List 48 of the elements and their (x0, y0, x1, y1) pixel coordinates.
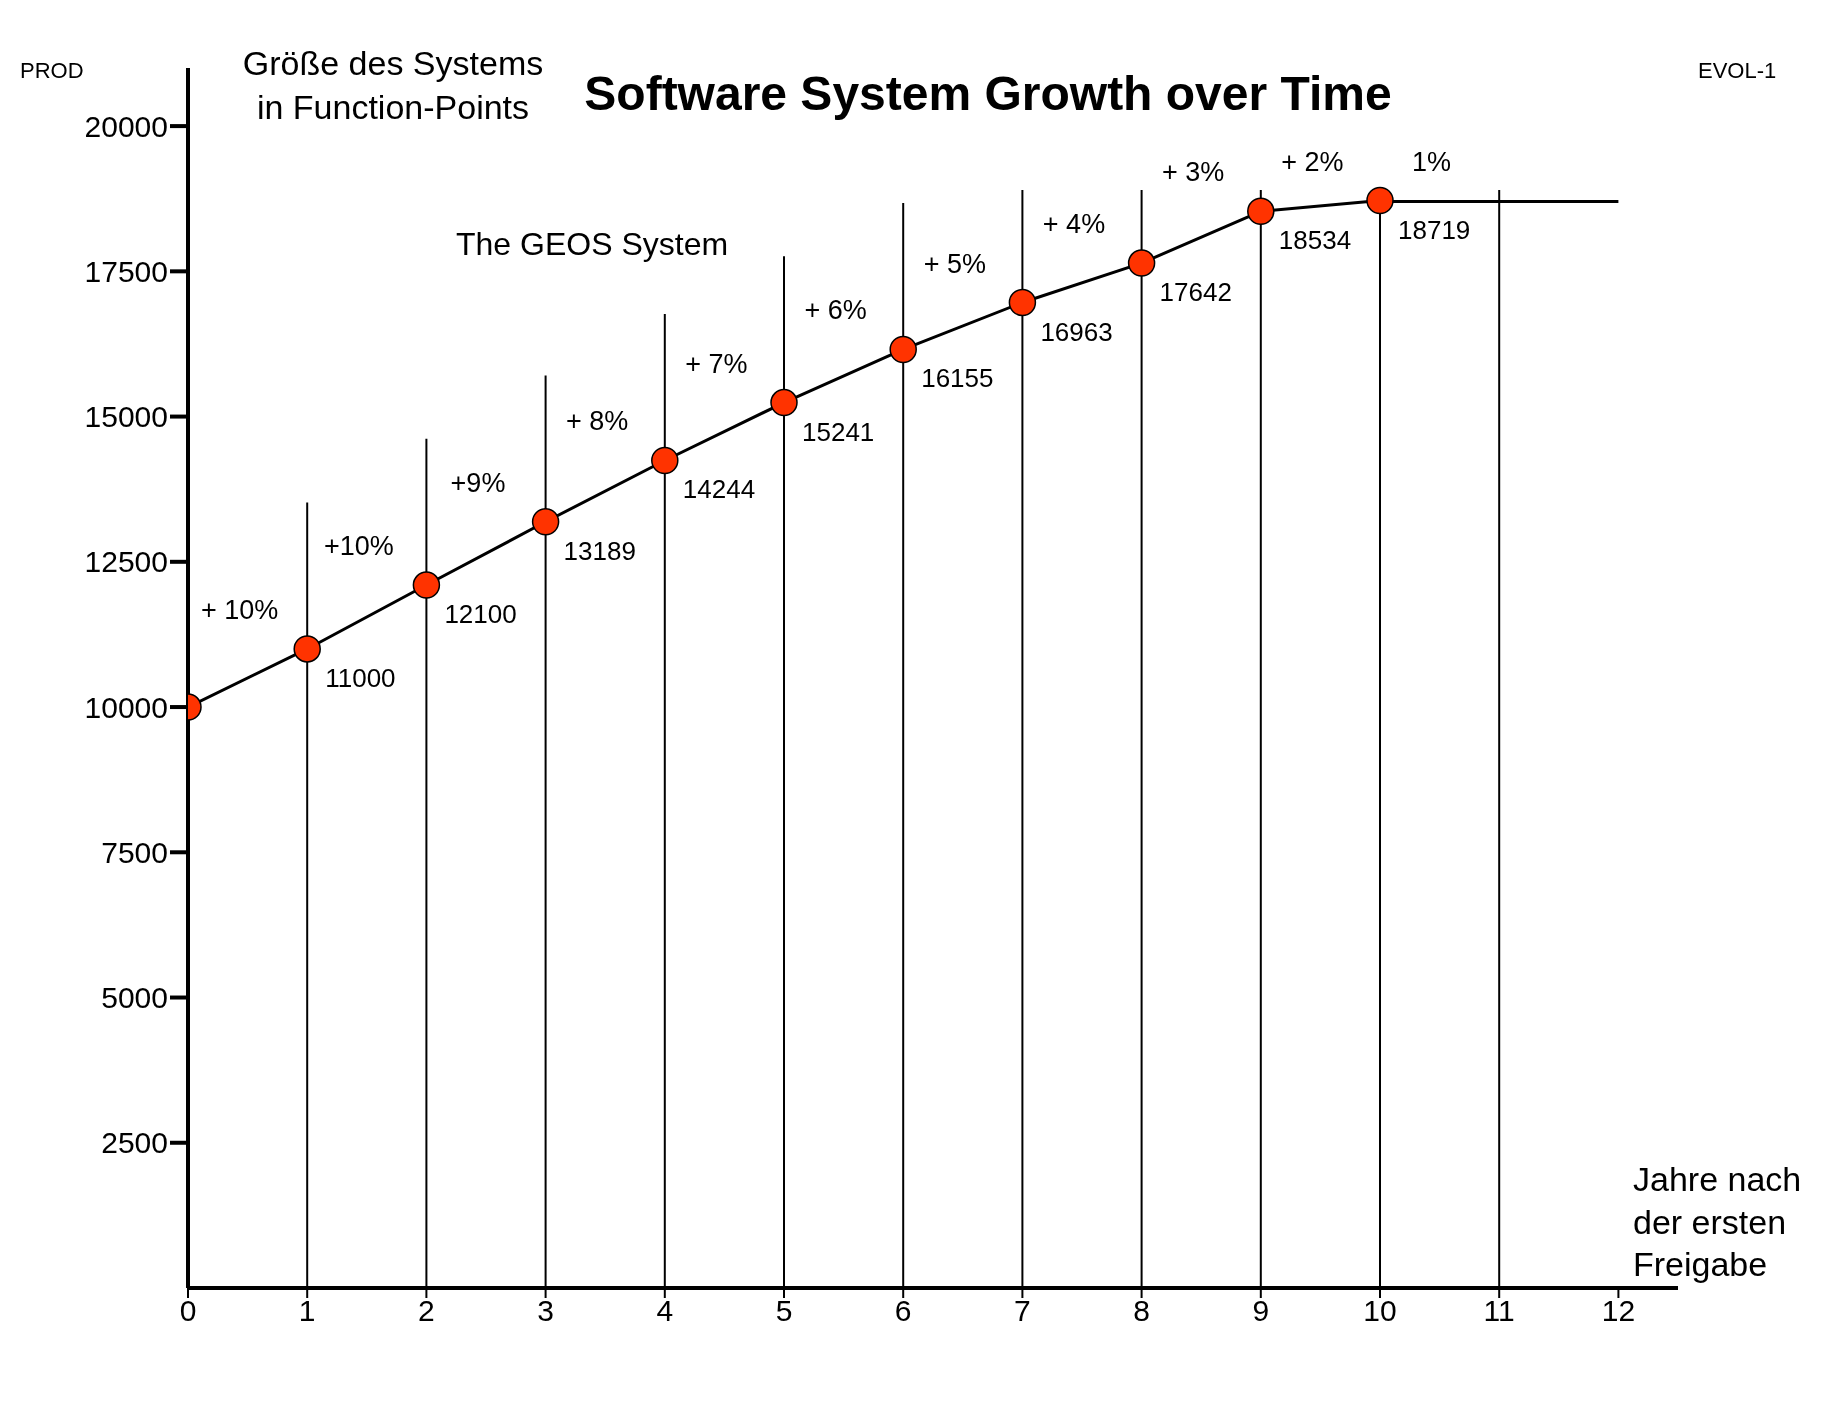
x-tick-label: 6 (894, 1294, 912, 1328)
y-tick-label: 2500 (101, 1126, 168, 1160)
y-tick-label: 15000 (84, 400, 168, 434)
data-label: 13189 (563, 535, 636, 566)
annotation: + 4% (1042, 209, 1106, 240)
annotation: +9% (450, 467, 506, 498)
y-tick-label: 5000 (101, 981, 168, 1015)
y-tick-label: 12500 (84, 545, 168, 579)
data-label: 18534 (1278, 225, 1352, 256)
annotation: + 6% (804, 295, 867, 326)
annotation: The GEOS System (456, 226, 729, 263)
chart-title: Software System Growth over Time (583, 66, 1393, 121)
y-tick-label: 20000 (84, 109, 168, 143)
data-label: 15241 (802, 416, 875, 447)
data-label: 18719 (1398, 214, 1471, 245)
annotation: + 7% (685, 348, 748, 379)
x-tick-label: 12 (1601, 1294, 1636, 1328)
x-tick-label: 7 (1014, 1294, 1031, 1328)
data-label: 17642 (1159, 277, 1232, 308)
x-tick-label: 0 (179, 1294, 197, 1328)
x-tick-label: 1 (298, 1294, 316, 1328)
annotation: + 8% (566, 406, 629, 437)
data-label: 16963 (1040, 316, 1113, 347)
data-label: 16155 (921, 363, 994, 394)
text: EVOL-1 (1698, 58, 1777, 84)
data-label: 12100 (444, 599, 517, 630)
annotation: +10% (323, 531, 394, 562)
x-axis-title: Jahre nach der ersten Freigabe (1633, 1159, 1802, 1285)
x-tick-label: 11 (1483, 1294, 1515, 1328)
x-tick-label: 5 (775, 1294, 793, 1328)
annotation: + 3% (1162, 157, 1225, 188)
annotation: + 5% (923, 248, 986, 279)
x-tick-label: 10 (1363, 1294, 1397, 1328)
data-label: 14244 (682, 474, 756, 505)
x-tick-label: 3 (537, 1294, 554, 1328)
annotation: 1% (1412, 146, 1452, 177)
text: PROD (20, 58, 84, 84)
x-tick-label: 2 (418, 1294, 435, 1328)
y-tick-label: 7500 (101, 835, 168, 869)
y-axis-title: Größe des Systems in Function-Points (241, 44, 545, 127)
x-tick-label: 8 (1133, 1294, 1150, 1328)
x-tick-label: 9 (1252, 1294, 1270, 1328)
x-tick-label: 4 (656, 1294, 674, 1328)
data-label: 11000 (325, 662, 396, 693)
annotation: + 10% (200, 594, 279, 625)
y-tick-label: 10000 (84, 690, 168, 724)
y-tick-label: 17500 (84, 254, 168, 288)
annotation: + 2% (1281, 146, 1344, 177)
